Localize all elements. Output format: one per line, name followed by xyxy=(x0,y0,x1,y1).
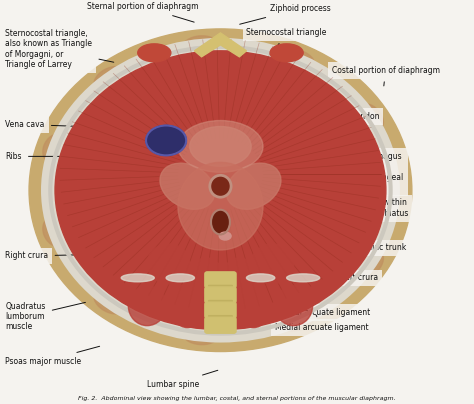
Text: Costal portion of diaphragm: Costal portion of diaphragm xyxy=(331,66,439,86)
Ellipse shape xyxy=(237,284,270,328)
Text: Esophagus
within
esophageal
hiatus: Esophagus within esophageal hiatus xyxy=(344,152,404,192)
Ellipse shape xyxy=(94,289,125,314)
FancyBboxPatch shape xyxy=(205,317,236,333)
Ellipse shape xyxy=(166,274,194,282)
Polygon shape xyxy=(194,33,246,57)
Circle shape xyxy=(29,29,412,351)
Ellipse shape xyxy=(210,175,231,197)
Text: Sternocostal triangle,
also known as Triangle
of Morgagni, or
Triangle of Larrey: Sternocostal triangle, also known as Tri… xyxy=(5,29,114,69)
FancyBboxPatch shape xyxy=(205,287,236,303)
Ellipse shape xyxy=(223,258,256,294)
Ellipse shape xyxy=(356,249,383,277)
Ellipse shape xyxy=(275,286,313,326)
FancyBboxPatch shape xyxy=(205,302,236,318)
Text: Celiac trunk: Celiac trunk xyxy=(334,237,406,252)
Ellipse shape xyxy=(94,67,125,91)
Text: Aorta within
aortic hiatus: Aorta within aortic hiatus xyxy=(344,198,408,218)
Ellipse shape xyxy=(160,163,215,209)
Ellipse shape xyxy=(43,134,68,163)
Ellipse shape xyxy=(121,274,155,282)
Text: Right crura: Right crura xyxy=(5,251,118,261)
Ellipse shape xyxy=(281,309,315,331)
Ellipse shape xyxy=(183,36,218,56)
Ellipse shape xyxy=(226,163,281,209)
Ellipse shape xyxy=(219,232,231,240)
Text: Medial arcuate ligament: Medial arcuate ligament xyxy=(275,315,368,332)
FancyBboxPatch shape xyxy=(209,301,232,305)
FancyBboxPatch shape xyxy=(205,272,236,288)
Text: Lumbar spine: Lumbar spine xyxy=(147,370,218,389)
Ellipse shape xyxy=(356,104,383,131)
Ellipse shape xyxy=(270,44,303,62)
Circle shape xyxy=(55,51,386,330)
Text: Psoas major muscle: Psoas major muscle xyxy=(5,346,100,366)
Ellipse shape xyxy=(147,244,190,284)
Ellipse shape xyxy=(281,49,315,72)
Text: Sternocostal triangle: Sternocostal triangle xyxy=(246,28,327,50)
Ellipse shape xyxy=(183,324,218,345)
Ellipse shape xyxy=(190,258,223,294)
Text: Left crura: Left crura xyxy=(332,269,378,282)
Text: Ziphoid process: Ziphoid process xyxy=(240,4,331,24)
Ellipse shape xyxy=(178,162,263,250)
Ellipse shape xyxy=(138,44,171,62)
Ellipse shape xyxy=(211,210,229,234)
Text: Vena cava: Vena cava xyxy=(5,120,137,129)
Ellipse shape xyxy=(190,126,251,166)
Text: Central tendon: Central tendon xyxy=(310,112,380,126)
Ellipse shape xyxy=(287,274,319,282)
FancyBboxPatch shape xyxy=(209,285,232,289)
Ellipse shape xyxy=(128,286,166,326)
Text: Sternal portion of diaphragm: Sternal portion of diaphragm xyxy=(87,2,198,22)
Ellipse shape xyxy=(251,244,294,284)
FancyBboxPatch shape xyxy=(209,316,232,320)
Text: Lateral arcuate ligament: Lateral arcuate ligament xyxy=(275,300,370,317)
Ellipse shape xyxy=(246,274,275,282)
Ellipse shape xyxy=(43,217,68,246)
Ellipse shape xyxy=(146,126,186,156)
Ellipse shape xyxy=(171,284,204,328)
Text: Quadratus
lumborum
muscle: Quadratus lumborum muscle xyxy=(5,301,85,331)
Text: Ribs: Ribs xyxy=(5,152,71,161)
Ellipse shape xyxy=(178,120,263,172)
Text: Fig. 2.  Abdominal view showing the lumbar, costal, and sternal portions of the : Fig. 2. Abdominal view showing the lumba… xyxy=(78,396,396,401)
